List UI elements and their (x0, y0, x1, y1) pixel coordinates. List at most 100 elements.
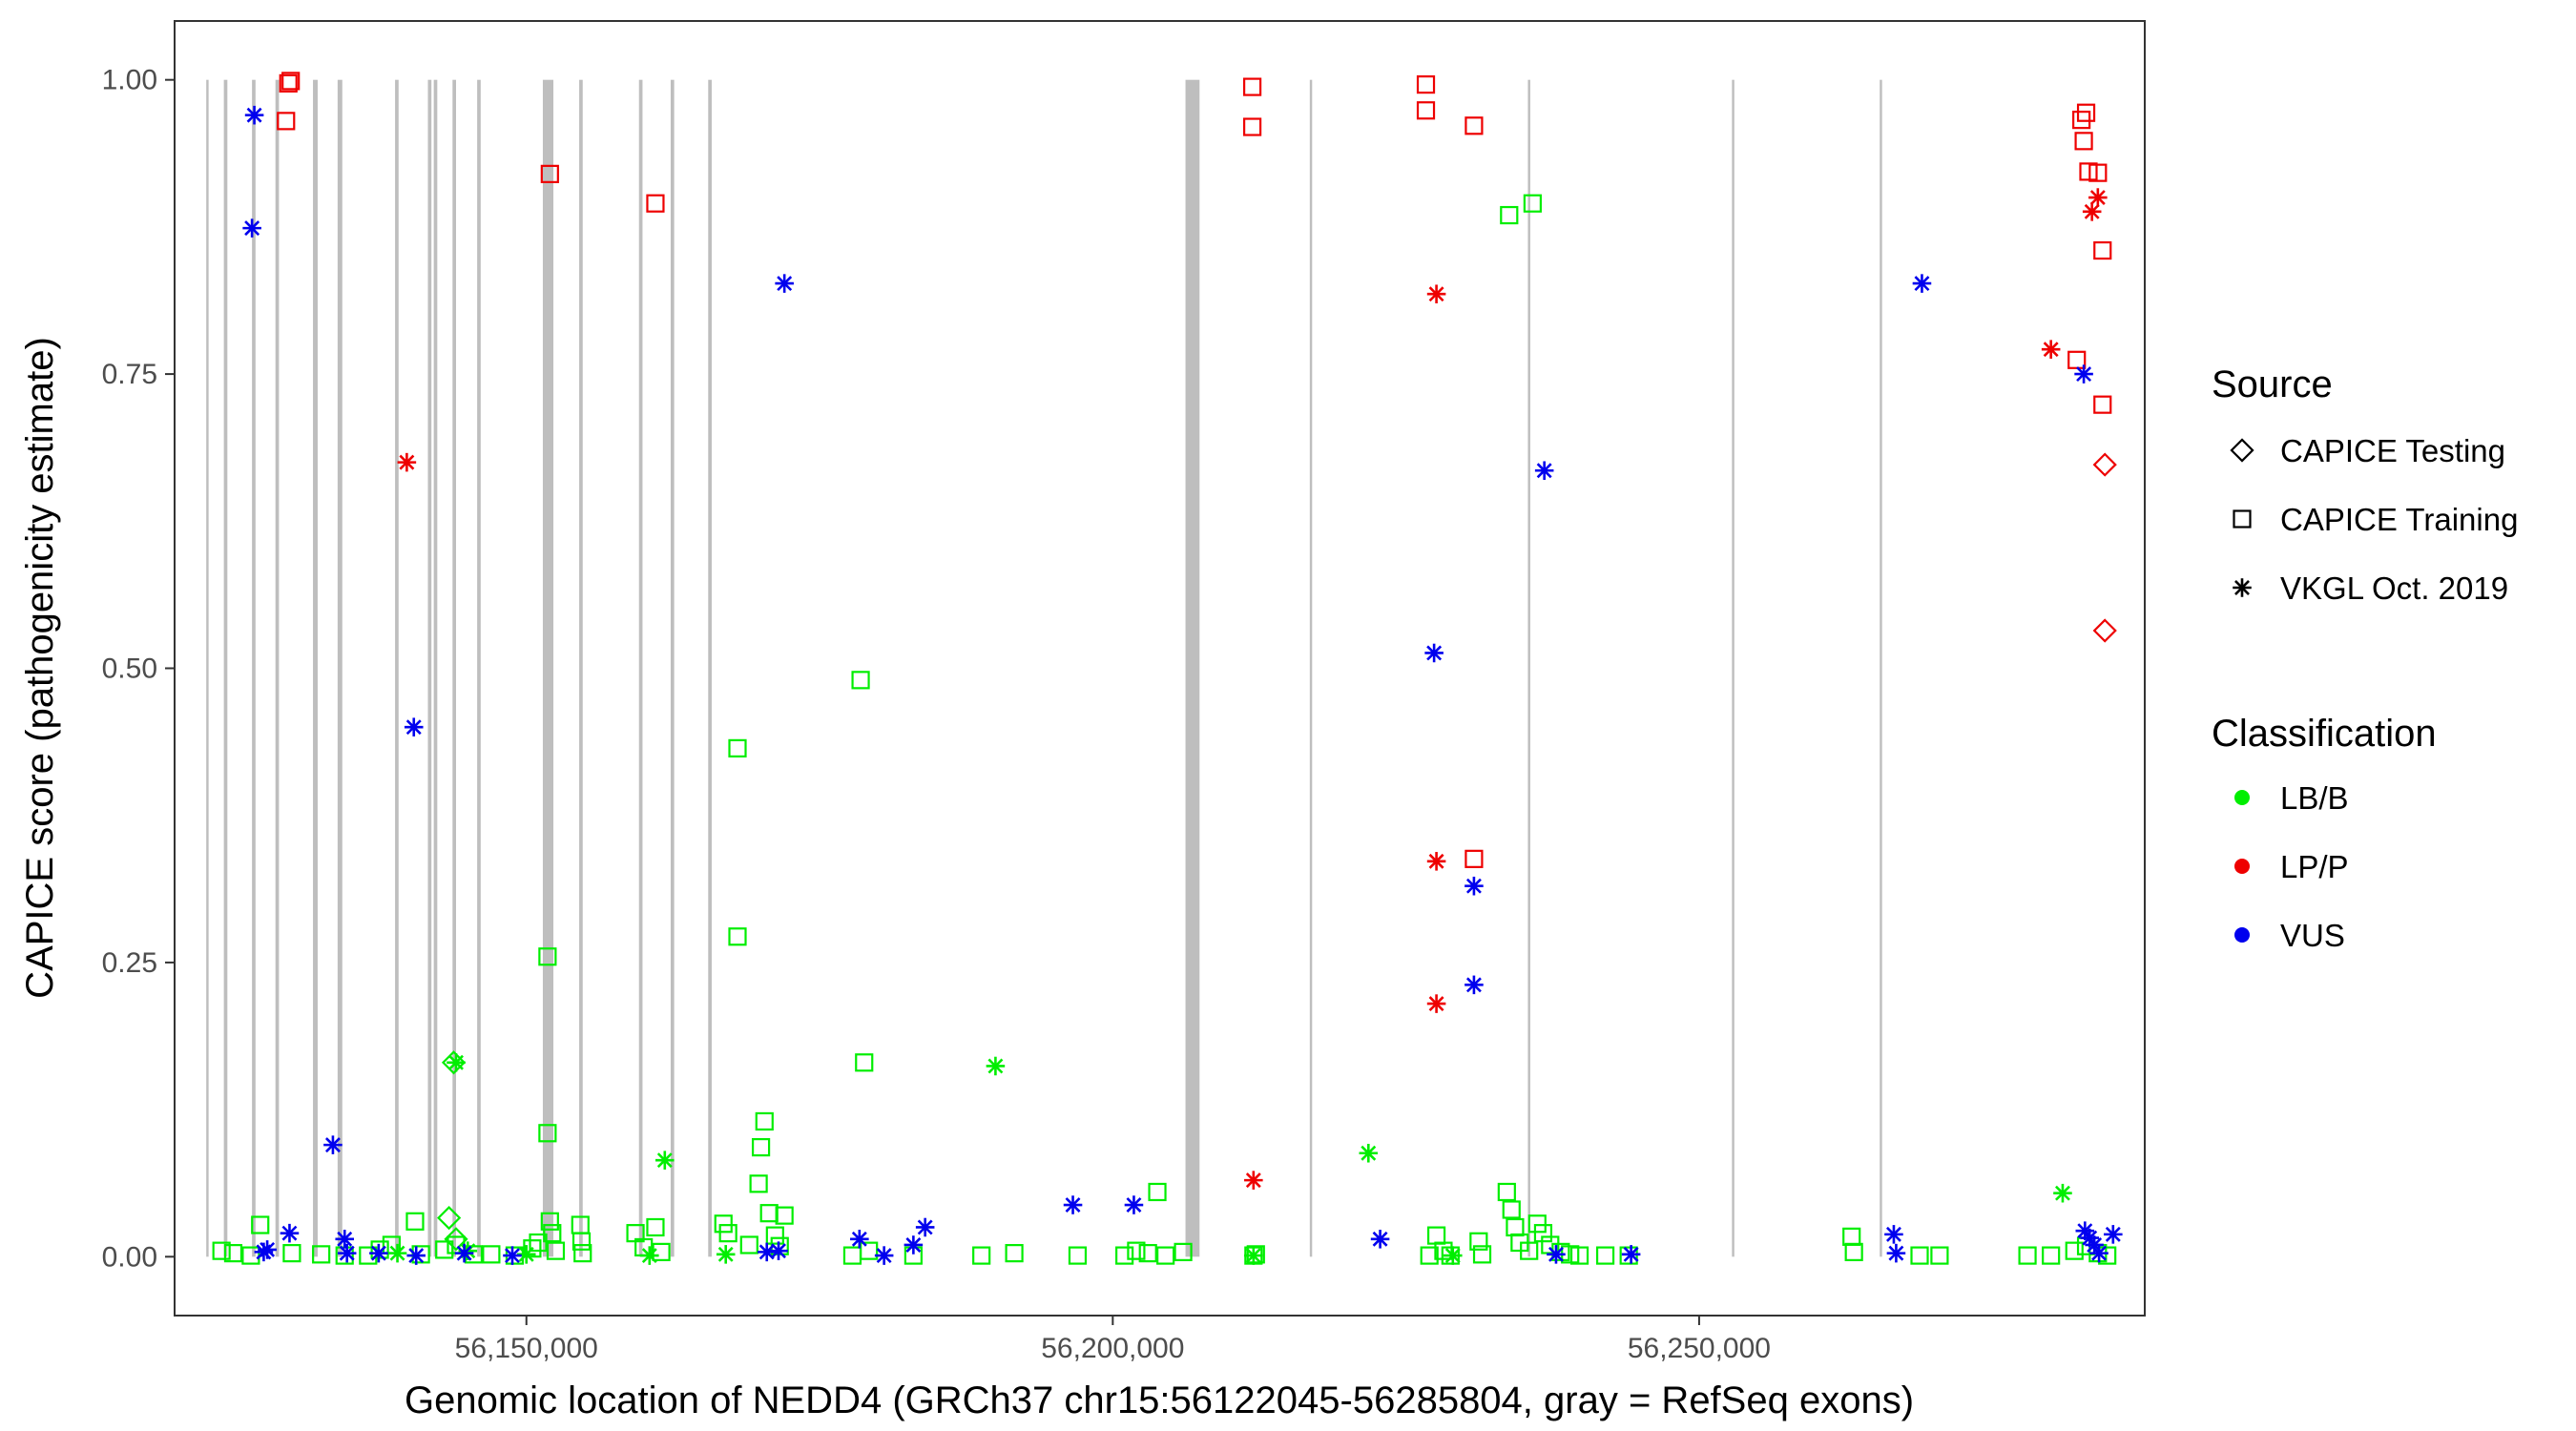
data-point (755, 1111, 774, 1131)
data-point (1359, 1143, 1379, 1163)
data-point (1469, 1232, 1488, 1251)
data-point (454, 1243, 474, 1263)
data-point (282, 1244, 301, 1263)
data-point (1124, 1195, 1144, 1214)
data-point (2076, 103, 2096, 122)
data-point (749, 1174, 768, 1193)
data-point (571, 1232, 592, 1251)
exon-band (395, 79, 399, 1257)
series-vkgl-oct-2019-vus (242, 105, 2123, 1265)
data-point (405, 1212, 425, 1231)
data-point (751, 1137, 771, 1157)
data-point (1063, 1195, 1083, 1214)
data-point (573, 1244, 592, 1263)
data-point (1244, 1246, 1263, 1265)
data-point (2092, 618, 2117, 643)
data-point (312, 1245, 331, 1264)
data-point (543, 1224, 562, 1243)
data-point (1148, 1182, 1167, 1202)
data-point (775, 274, 794, 293)
data-point (1844, 1242, 1863, 1261)
x-tick-label: 56,200,000 (1041, 1333, 1184, 1364)
legend-key-asterisk (2233, 578, 2252, 597)
data-point (1434, 1241, 1453, 1260)
data-point (2104, 1225, 2123, 1244)
data-point (280, 1223, 300, 1243)
data-point (281, 72, 301, 91)
data-point (1370, 1230, 1390, 1249)
data-point (251, 1215, 270, 1234)
exon-band (708, 79, 712, 1257)
data-point (1912, 274, 1932, 293)
legend-source-label: CAPICE Testing (2280, 433, 2505, 468)
data-point (915, 1217, 935, 1237)
y-tick-label: 1.00 (102, 65, 157, 96)
y-tick-label: 0.50 (102, 653, 157, 685)
exon-band (337, 79, 343, 1257)
data-point (538, 947, 557, 966)
data-point (1502, 1200, 1521, 1219)
x-tick-label: 56,150,000 (455, 1333, 598, 1364)
data-point (323, 1135, 343, 1154)
exon-band (427, 79, 432, 1257)
legend-class-label: VUS (2280, 918, 2345, 953)
data-point (2093, 240, 2112, 260)
x-axis-title: Genomic location of NEDD4 (GRCh37 chr15:… (405, 1379, 1914, 1421)
exon-band (1880, 79, 1882, 1257)
plot-background (175, 21, 2145, 1316)
data-point (1005, 1244, 1024, 1263)
data-point (1174, 1242, 1193, 1261)
data-point (2092, 452, 2117, 477)
data-point (1127, 1241, 1146, 1260)
data-point (212, 1241, 231, 1260)
data-point (1534, 461, 1554, 481)
data-point (1465, 116, 1484, 135)
exon-band (638, 79, 643, 1257)
data-point (1465, 876, 1484, 896)
data-point (718, 1224, 737, 1243)
legend-key-diamond (2230, 438, 2254, 463)
x-axis: 56,150,000 56,200,000 56,250,000 (455, 1316, 1771, 1364)
data-point (2079, 162, 2098, 181)
data-point (765, 1226, 784, 1245)
exon-band (477, 79, 481, 1257)
data-point (277, 112, 296, 131)
y-tick-label: 0.00 (102, 1241, 157, 1273)
data-point (223, 1244, 243, 1263)
data-point (1138, 1244, 1157, 1263)
series-capice-training-lp-p (277, 72, 2112, 868)
data-point (447, 1052, 466, 1072)
data-point (1426, 852, 1446, 871)
data-point (2085, 1235, 2104, 1255)
series-vkgl-oct-2019-lb-b (387, 1052, 2072, 1265)
legend-key-dot (2234, 927, 2250, 943)
data-point (529, 1233, 548, 1253)
data-point (2074, 364, 2093, 384)
data-point (404, 717, 424, 736)
data-point (1424, 643, 1444, 663)
data-point (1444, 1246, 1463, 1265)
legend-source-item: CAPICE Training (2233, 502, 2518, 537)
data-point (546, 1241, 566, 1260)
series-capice-training-lb-b (212, 194, 2117, 1265)
legend-source-items: CAPICE Testing CAPICE Training VKGL Oct. 2… (2230, 433, 2518, 606)
exon-band (542, 79, 554, 1257)
data-point (437, 1206, 462, 1231)
data-point (2093, 395, 2112, 414)
legend-classification-title: Classification (2212, 713, 2437, 755)
data-point (769, 1241, 788, 1260)
legend-source-label: VKGL Oct. 2019 (2280, 570, 2508, 606)
data-point (2088, 188, 2108, 207)
data-point (1243, 117, 1262, 136)
data-point (775, 1206, 794, 1225)
legend-source-title: Source (2212, 363, 2333, 405)
data-point (242, 218, 261, 238)
data-point (850, 1230, 869, 1249)
legend-class-label: LB/B (2280, 780, 2349, 816)
data-point (714, 1214, 733, 1234)
exon-band (670, 79, 675, 1257)
data-point (2088, 163, 2108, 182)
data-point (1156, 1246, 1175, 1265)
data-point (397, 452, 417, 472)
